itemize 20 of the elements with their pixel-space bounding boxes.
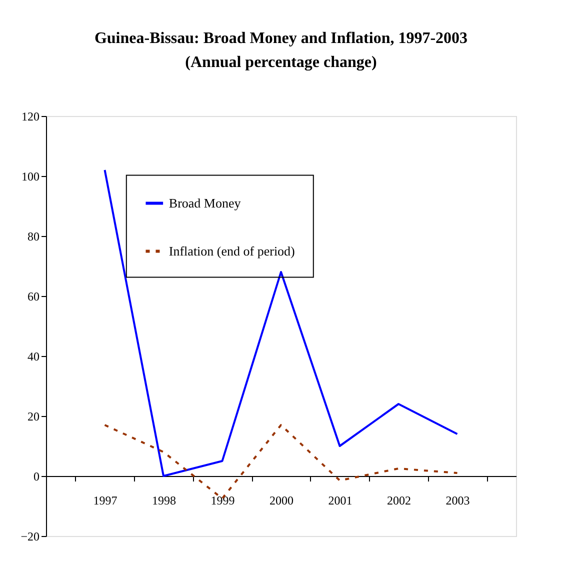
y-tick-label: 40 bbox=[28, 350, 40, 364]
y-tick-label: 0 bbox=[34, 470, 40, 484]
x-tick-label: 2003 bbox=[446, 494, 470, 508]
line-series bbox=[104, 169, 458, 477]
y-tick-label: 60 bbox=[28, 290, 40, 304]
x-tick-label: 2001 bbox=[328, 494, 352, 508]
chart-title: Guinea-Bissau: Broad Money and Inflation, 1997-2003 bbox=[94, 30, 468, 47]
y-tick-label: 120 bbox=[22, 110, 40, 124]
chart-subtitle: (Annual percentage change) bbox=[185, 54, 377, 71]
y-tick-label: 20 bbox=[28, 410, 40, 424]
x-tick-label: 1999 bbox=[210, 494, 235, 508]
legend-label: Inflation (end of period) bbox=[168, 243, 295, 258]
y-tick-label: 100 bbox=[22, 170, 40, 184]
legend-label: Broad Money bbox=[168, 195, 242, 210]
y-tick-label: −20 bbox=[20, 530, 40, 544]
x-tick-label: 2000 bbox=[270, 494, 294, 508]
x-tick-label: 2002 bbox=[387, 494, 411, 508]
y-tick-label: 80 bbox=[28, 230, 40, 244]
x-tick-label: 1998 bbox=[152, 494, 176, 508]
x-tick-label: 1997 bbox=[93, 494, 118, 508]
